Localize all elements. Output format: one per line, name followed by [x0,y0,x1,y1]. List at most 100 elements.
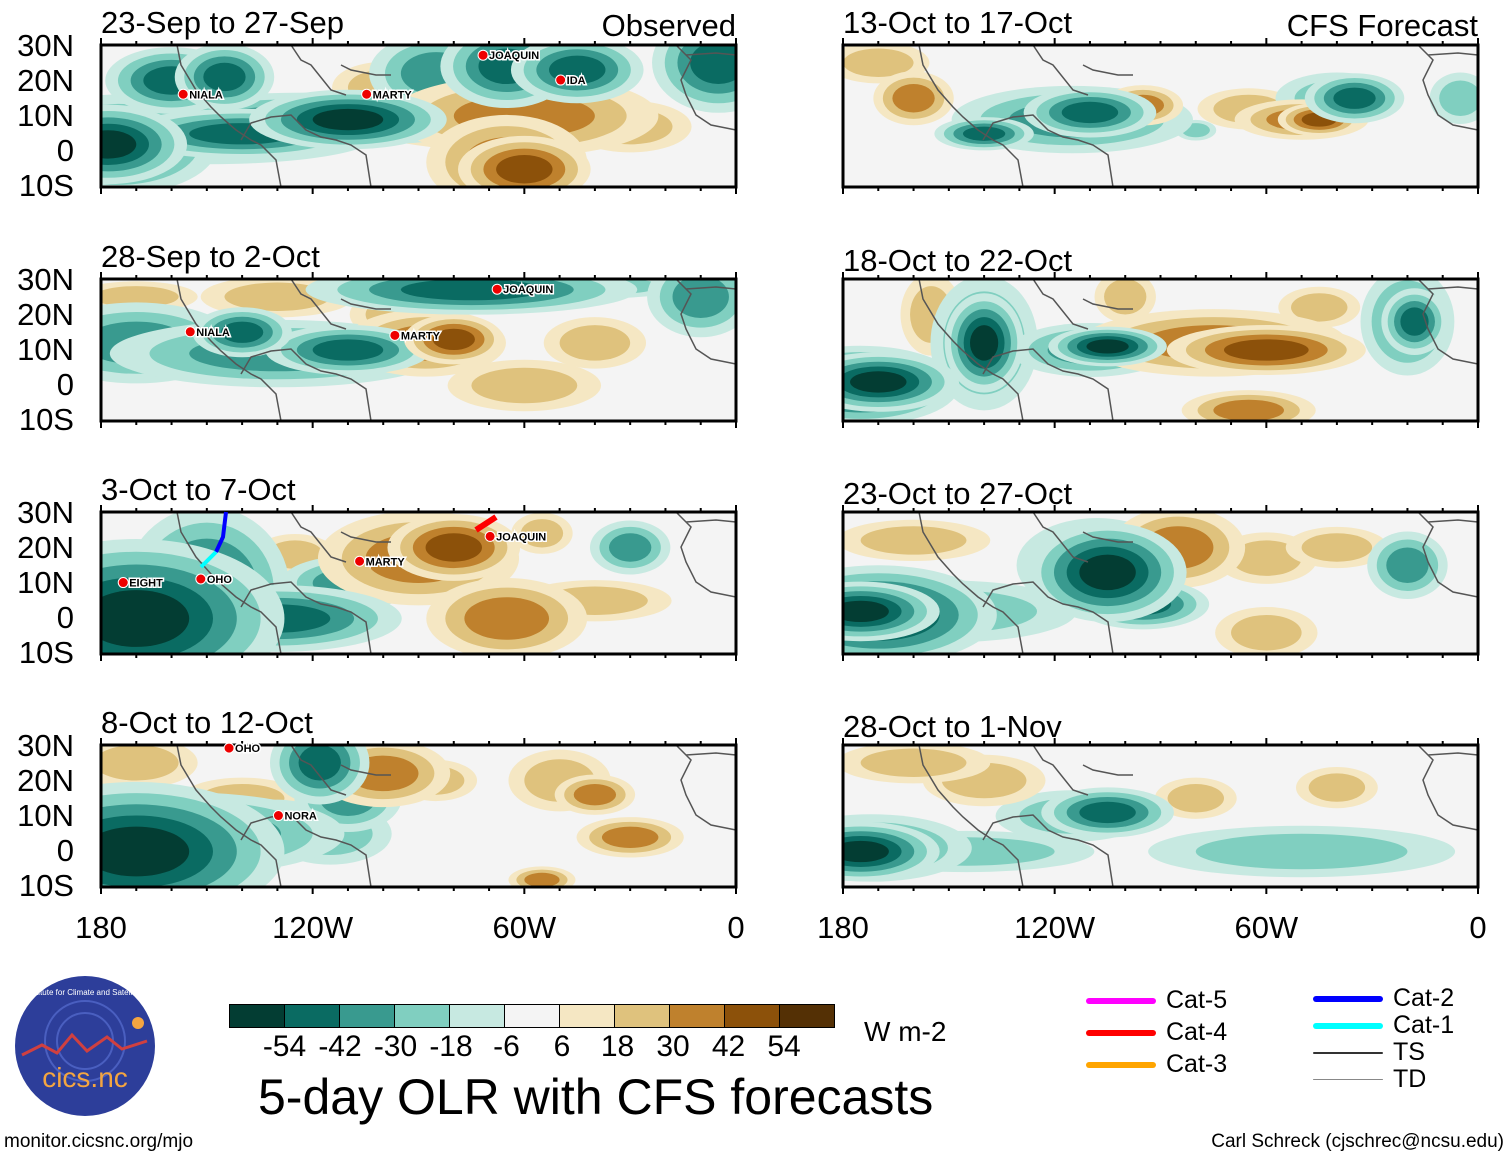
panel-source-label: CFS Forecast [1286,8,1478,43]
svg-text:cics.nc: cics.nc [42,1062,128,1093]
panel-source-label: Observed [601,8,736,43]
y-tick-label: 10N [17,565,74,600]
storm-label: EIGHT [129,578,163,590]
colorbar-swatch [725,1005,780,1027]
track-legend-item: Cat-4 [1086,1018,1228,1046]
olr-anomaly-contour [101,745,179,781]
x-tick-label: 120W [1014,910,1096,945]
track-legend-swatch [1086,997,1156,1004]
storm-label: JOAQUIN [489,50,539,62]
storm-marker [491,283,503,295]
olr-anomaly-contour [101,826,190,877]
track-legend-swatch [1086,1029,1156,1036]
olr-anomaly-contour [471,367,578,404]
x-tick-label: 180 [817,910,869,945]
y-tick-label: 0 [56,133,74,168]
olr-anomaly-contour [1086,339,1129,354]
storm-label: NIALA [196,327,230,339]
storm-track [199,550,218,569]
x-tick-label: 60W [1234,910,1299,945]
cics-logo: cics.nc Institute for Climate and Satell… [12,975,158,1117]
olr-anomaly-contour [1386,547,1429,583]
coastline [918,279,1478,421]
storm-label: NIALA [189,89,223,101]
track-legend-swatch [1313,995,1383,1002]
storm-label: MARTY [366,556,406,568]
olr-anomaly-contour [203,62,246,92]
panel-title: 23-Oct to 27-Oct [843,476,1073,511]
track-legend-item: TD [1313,1065,1426,1093]
olr-anomaly-contour [1400,307,1429,336]
map-panel: NIALA MARTY JOAQUIN [99,272,738,428]
olr-anomaly-contour [843,840,889,863]
track-legend-swatch [1313,1022,1383,1029]
storm-marker [555,74,567,86]
track-legend-label: Cat-4 [1166,1018,1228,1046]
olr-anomaly-contour [690,45,736,85]
storm-marker [389,329,401,341]
colorbar-label: 30 [656,1030,690,1063]
colorbar-swatch [450,1005,505,1027]
colorbar-label: -18 [429,1030,473,1063]
coastline [176,279,736,421]
olr-anomaly-contour [892,84,935,113]
olr-anomaly-contour [520,519,564,548]
y-tick-label: 10N [17,332,74,367]
colorbar-label: 18 [600,1030,635,1063]
panel-title: 8-Oct to 12-Oct [101,705,313,740]
colorbar-label: -6 [493,1030,520,1063]
olr-anomaly-contour [860,526,967,555]
olr-anomaly-contour [312,108,384,131]
olr-anomaly-contour [1224,339,1309,361]
colorbar-label: -30 [373,1030,418,1063]
y-tick-label: 30N [17,495,74,530]
storm-marker [272,810,284,822]
x-tick-label: 0 [727,910,745,945]
colorbar-label: 54 [767,1030,801,1063]
y-tick-label: 10N [17,798,74,833]
olr-anomaly-contour [432,328,475,350]
coastline [176,45,736,187]
storm-marker [195,573,207,585]
olr-anomaly-contour [1061,101,1119,124]
colorbar-swatch [670,1005,725,1027]
y-tick-label: 30N [17,28,74,63]
storm-marker [361,88,373,100]
colorbar-swatch [340,1005,395,1027]
colorbar-swatch [395,1005,450,1027]
olr-anomaly-contour [843,48,914,77]
track-legend-item: TS [1313,1038,1425,1066]
x-tick-label: 180 [75,910,127,945]
map-panel [841,38,1480,194]
colorbar [229,1004,835,1028]
storm-track [214,511,228,553]
x-tick-label: 0 [1469,910,1487,945]
y-tick-label: 20N [17,297,74,332]
track-legend-label: TS [1393,1038,1425,1066]
x-tick-label: 120W [272,910,354,945]
storm-label: IDA [567,75,586,87]
storm-label: OHO [235,743,260,755]
olr-anomaly-contour [1308,773,1366,802]
figure-title: 5-day OLR with CFS forecasts [258,1069,934,1125]
olr-anomaly-contour [1301,533,1373,562]
storm-marker [177,88,189,100]
track-legend-swatch [1313,1079,1383,1080]
storm-track [474,514,498,533]
olr-anomaly-contour [609,533,652,562]
panel-title: 13-Oct to 17-Oct [843,5,1073,40]
olr-anomaly-contour [101,286,179,308]
storm-label: JOAQUIN [503,284,553,296]
olr-anomaly-contour [573,784,617,806]
olr-anomaly-contour [850,371,907,393]
olr-anomaly-contour [312,339,384,361]
coastline [918,512,1478,654]
olr-anomaly-contour [101,590,190,647]
olr-anomaly-contour [1079,801,1136,824]
olr-anomaly-contour [1291,293,1348,322]
panel-title: 18-Oct to 22-Oct [843,243,1073,278]
track-legend-label: Cat-2 [1393,984,1455,1012]
olr-anomaly-contour [496,155,553,184]
storm-marker [484,530,496,542]
y-tick-label: 30N [17,728,74,763]
